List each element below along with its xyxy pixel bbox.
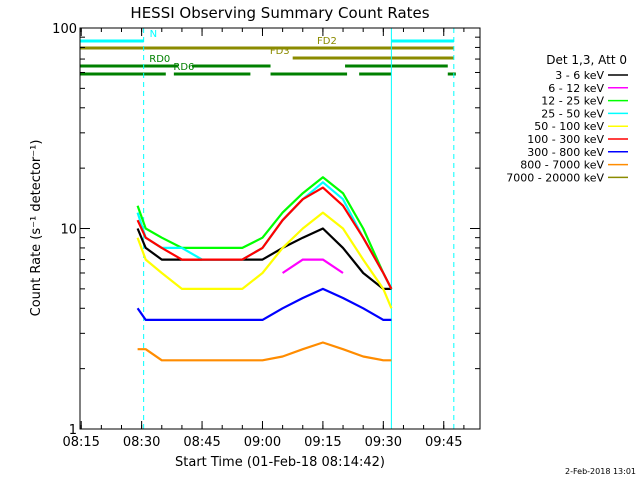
x-tick-label: 08:15 bbox=[62, 435, 99, 450]
series-line-8 bbox=[137, 341, 392, 362]
legend-label: 12 - 25 keV bbox=[541, 95, 604, 108]
flag-label-fd3: FD3 bbox=[270, 46, 290, 57]
legend-label: 800 - 7000 keV bbox=[520, 159, 604, 172]
flag-vertical-lines bbox=[79, 28, 455, 429]
legend-label: 7000 - 20000 keV bbox=[506, 171, 604, 184]
y-tick-label: 100 bbox=[52, 22, 77, 37]
x-tick-label: 09:15 bbox=[304, 435, 341, 450]
x-tick-label: 09:30 bbox=[365, 435, 402, 450]
flag-label-n: N bbox=[150, 29, 157, 40]
axis-ticks: 08:15 08:30 08:45 09:00 09:15 09:30 09:45 1 10 10… bbox=[52, 22, 480, 450]
plot-frame bbox=[79, 27, 481, 430]
y-tick-label: 1 bbox=[69, 423, 77, 438]
flag-label-rd0: RD0 bbox=[149, 54, 170, 65]
x-tick-label: 08:30 bbox=[123, 435, 160, 450]
legend-label: 6 - 12 keV bbox=[548, 82, 604, 95]
series-line-5 bbox=[136, 211, 393, 309]
series-line-3 bbox=[136, 176, 393, 290]
y-tick-label: 10 bbox=[60, 223, 77, 238]
series-line-1 bbox=[136, 227, 392, 290]
flag-label-rd6: RD6 bbox=[173, 62, 194, 73]
legend-label: 25 - 50 keV bbox=[541, 107, 604, 120]
legend-label: 3 - 6 keV bbox=[555, 69, 604, 82]
series-line-2 bbox=[281, 258, 344, 274]
x-tick-label: 08:45 bbox=[183, 435, 220, 450]
legend-label: 50 - 100 keV bbox=[534, 120, 604, 133]
y-axis-title: Count Rate (s⁻¹ detector⁻¹) bbox=[29, 140, 44, 317]
chart-title: HESSI Observing Summary Count Rates bbox=[130, 4, 429, 22]
x-axis-title: Start Time (01-Feb-18 08:14:42) bbox=[175, 455, 385, 470]
legend-label: 100 - 300 keV bbox=[527, 133, 604, 146]
x-tick-label: 09:45 bbox=[425, 435, 462, 450]
x-tick-label: 09:00 bbox=[244, 435, 281, 450]
series-group bbox=[136, 176, 393, 362]
series-line-7 bbox=[136, 287, 392, 321]
flag-label-fd2: FD2 bbox=[317, 36, 337, 47]
legend-label: 300 - 800 keV bbox=[527, 146, 604, 159]
legend-header: Det 1,3, Att 0 bbox=[546, 53, 627, 67]
footer-timestamp: 2-Feb-2018 13:01 bbox=[565, 467, 636, 476]
series-line-6 bbox=[136, 186, 393, 290]
